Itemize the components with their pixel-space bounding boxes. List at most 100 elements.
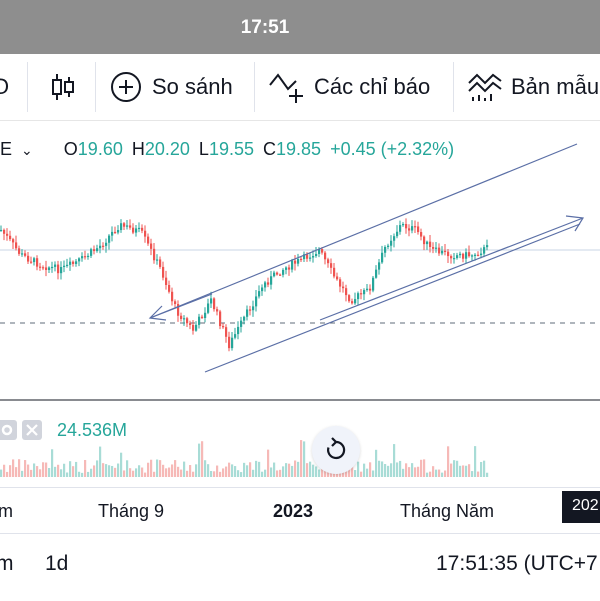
candle-body	[474, 254, 477, 256]
volume-bar	[324, 470, 327, 477]
volume-bar	[417, 466, 420, 477]
volume-bar	[309, 461, 312, 477]
bottom-bar: m 1d 17:51:35 (UTC+7	[0, 533, 600, 601]
candle-body	[102, 245, 105, 247]
volume-bar	[429, 471, 432, 477]
candle-body	[441, 250, 444, 254]
volume-bar	[147, 462, 150, 477]
compare-button[interactable]: So sánh	[110, 54, 233, 120]
candle-body	[153, 248, 156, 261]
candle-body	[228, 336, 231, 349]
time-axis[interactable]: m Tháng 9 2023 Tháng Năm	[0, 487, 600, 534]
candle-body	[63, 265, 66, 268]
volume-bar	[222, 468, 225, 477]
volume-bar	[228, 462, 231, 477]
trend-arrow-line[interactable]	[319, 217, 584, 321]
candle-body	[243, 316, 246, 321]
chart-toolbar: O So sánh Các chỉ báo	[0, 54, 600, 121]
settings-icon[interactable]	[0, 420, 17, 440]
candle-body	[84, 256, 87, 258]
volume-bar	[435, 469, 438, 477]
arrow-head-left	[148, 305, 167, 321]
candle-body	[111, 231, 114, 236]
volume-bar	[39, 469, 42, 477]
candle-body	[381, 252, 384, 263]
volume-bar	[33, 463, 36, 477]
trend-channel[interactable]	[148, 143, 585, 373]
reset-icon	[327, 437, 346, 460]
volume-bar	[141, 467, 144, 477]
candles-icon	[52, 74, 74, 100]
chart-type-button[interactable]	[50, 54, 76, 120]
volume-bar	[129, 468, 132, 477]
candle-body	[375, 269, 378, 278]
volume-bar	[216, 465, 219, 477]
volume-bar	[3, 464, 6, 477]
volume-bar	[357, 461, 360, 477]
interval-button[interactable]: 1d	[45, 552, 69, 575]
candle-body	[357, 293, 360, 300]
chevron-down-icon[interactable]: ⌄	[21, 142, 33, 158]
symbol-partial[interactable]: E	[0, 139, 13, 159]
volume-bar	[120, 452, 123, 477]
candle-body	[342, 286, 345, 289]
volume-bar	[0, 469, 3, 477]
time-label: Tháng 9	[98, 501, 165, 521]
volume-bar	[438, 469, 441, 477]
price-chart[interactable]	[0, 120, 600, 487]
candle-body	[24, 253, 27, 256]
volume-bar	[42, 462, 45, 477]
volume-bar	[276, 470, 279, 477]
volume-bar	[378, 460, 381, 477]
candle-body	[162, 266, 165, 278]
range-button[interactable]: m	[0, 552, 14, 575]
clock-readout[interactable]: 17:51:35 (UTC+7	[436, 552, 598, 575]
candle-body	[213, 298, 216, 310]
channel-lower-line[interactable]	[204, 223, 581, 373]
indicators-label: Các chỉ báo	[314, 74, 431, 99]
volume-bar	[51, 449, 54, 477]
trend-arrow-back[interactable]	[149, 293, 213, 319]
candle-body	[372, 277, 375, 291]
volume-bar	[234, 466, 237, 477]
candle-body	[36, 258, 39, 267]
candle-body	[177, 304, 180, 316]
candle-body	[297, 258, 300, 264]
volume-bar	[132, 470, 135, 477]
candle-body	[207, 303, 210, 313]
candle-body	[315, 253, 318, 257]
volume-bar	[369, 462, 372, 477]
candle-body	[18, 248, 21, 254]
volume-bar	[465, 465, 468, 477]
volume-bar	[291, 465, 294, 477]
volume-bar	[225, 466, 228, 477]
candle-body	[168, 285, 171, 292]
candle-body	[483, 247, 486, 254]
candle-body	[33, 258, 36, 263]
candle-body	[72, 261, 75, 264]
candle-body	[210, 298, 213, 304]
templates-button[interactable]: Bản mẫu	[467, 54, 599, 120]
candle-body	[60, 267, 63, 274]
candle-body	[294, 260, 297, 264]
templates-label: Bản mẫu	[511, 74, 600, 99]
volume-bar	[159, 460, 162, 477]
indicators-button[interactable]: Các chỉ báo	[268, 54, 430, 120]
candle-body	[351, 301, 354, 304]
candle-body	[141, 227, 144, 231]
volume-bar	[168, 467, 171, 477]
volume-bar	[318, 469, 321, 477]
volume-bar	[261, 471, 264, 477]
candle-body	[264, 282, 267, 288]
candle-body	[234, 334, 237, 338]
toolbar-item-partial[interactable]: O	[0, 54, 9, 120]
candle-body	[15, 242, 18, 249]
candle-body	[267, 282, 270, 285]
candle-body	[363, 290, 366, 295]
reset-chart-button[interactable]	[312, 426, 360, 474]
volume-bar	[162, 464, 165, 477]
volume-bar	[459, 465, 462, 477]
channel-upper-line[interactable]	[149, 143, 578, 319]
candle-body	[147, 236, 150, 244]
close-icon[interactable]	[22, 420, 42, 440]
